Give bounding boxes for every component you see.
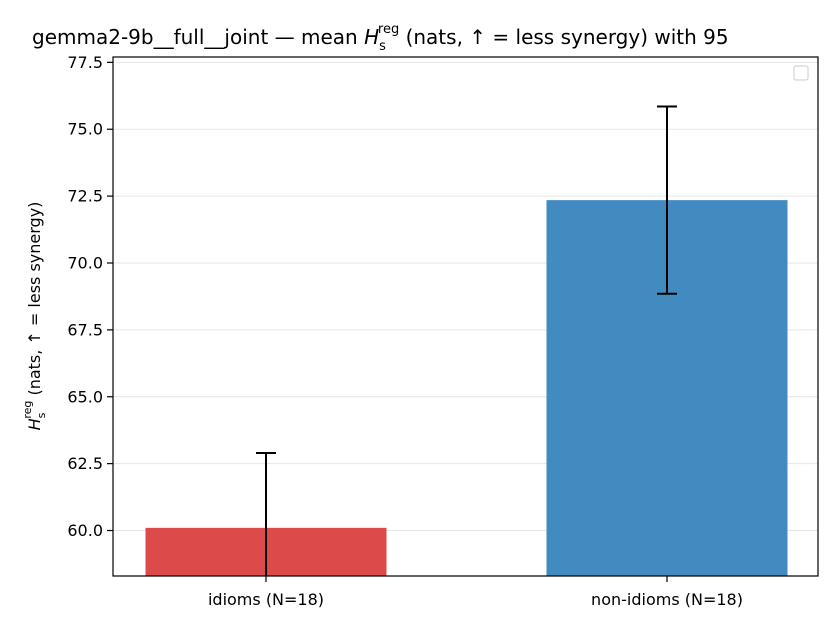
- y-tick-label: 75.0: [67, 120, 103, 139]
- grid-lines: [113, 61, 818, 532]
- y-tick-label: 70.0: [67, 253, 103, 272]
- x-tick-label: non-idioms (N=18): [591, 590, 743, 609]
- y-tick-label: 65.0: [67, 387, 103, 406]
- y-tick-label: 62.5: [67, 454, 103, 473]
- y-axis-ticks: 60.0 62.5 65.0 67.5 70.0 72.5 75.0 77.5: [67, 53, 113, 540]
- bars: [145, 200, 788, 576]
- y-axis-label: Hsreg (nats, ↑ = less synergy): [21, 202, 48, 431]
- x-axis-ticks: idioms (N=18) non-idioms (N=18): [208, 576, 743, 609]
- error-bars: [256, 105, 677, 576]
- y-tick-label: 67.5: [67, 320, 103, 339]
- plot-frame: [112, 56, 819, 577]
- y-tick-label: 72.5: [67, 187, 103, 206]
- x-tick-label: idioms (N=18): [208, 590, 324, 609]
- y-tick-label: 77.5: [67, 53, 103, 72]
- chart-title: gemma2-9b__full__joint — mean Hsreg (nat…: [32, 22, 729, 54]
- legend-box: [793, 65, 809, 81]
- y-tick-label: 60.0: [67, 521, 103, 540]
